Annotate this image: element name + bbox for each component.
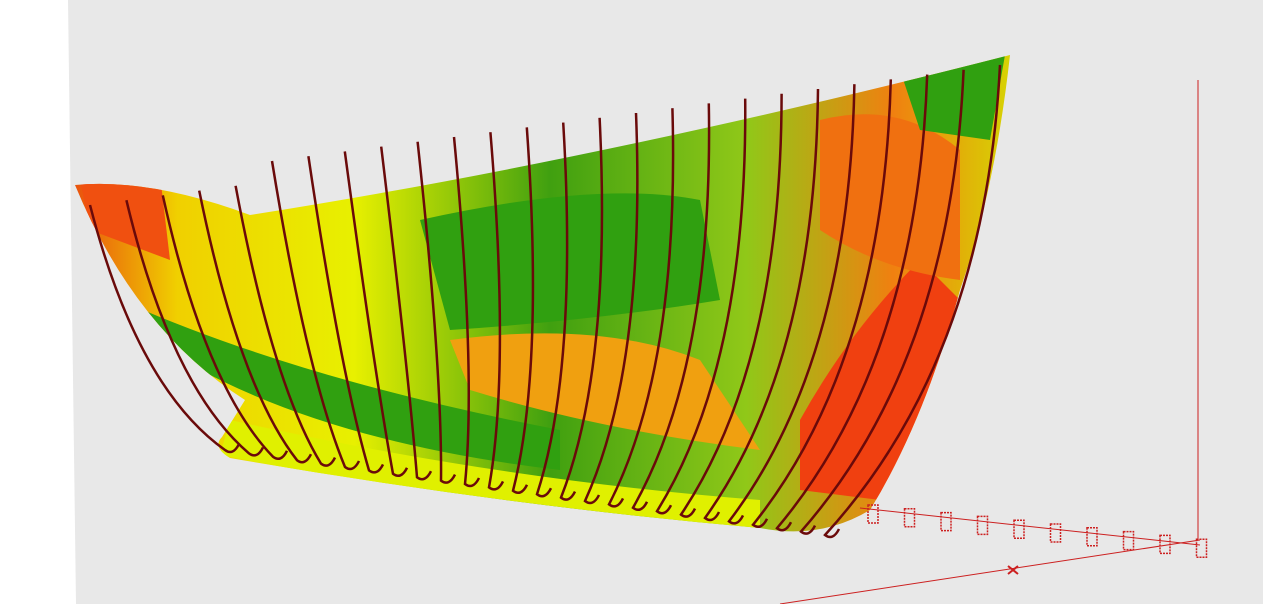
frame-line [751,79,893,529]
frame-line [823,64,1002,539]
hull-patch [820,114,960,281]
frame-line [631,103,711,512]
station-box [1195,538,1208,558]
frame-line [679,93,783,518]
frame-line [161,195,289,461]
station-box [1049,523,1062,543]
station-box [1013,519,1025,539]
frame-line [775,74,929,532]
guide-line [859,507,1201,546]
station-box [940,511,952,532]
frame-line [270,160,361,471]
frame-line [535,122,569,498]
guide-line [779,539,1201,604]
frame-line [607,108,675,508]
frame-line [727,84,856,525]
station-markers [867,504,1208,558]
frame-line [197,190,313,464]
frame-line [487,132,505,491]
frame-line [559,117,604,501]
hull-patch [120,300,560,470]
frame-line [511,127,535,495]
frame-line [799,69,965,535]
station-box [903,508,916,528]
frames [88,64,1002,539]
frame-line [234,185,337,467]
station-box [1122,530,1135,551]
frame-line [379,146,433,481]
frame-line [343,151,409,478]
hull-patch [80,175,170,260]
frame-line [452,136,481,488]
hull-patch [450,333,760,450]
frame-line [583,112,639,505]
frame-line [125,199,265,457]
origin-mark [1007,565,1019,575]
frame-line [88,204,241,454]
frame-line [703,88,820,522]
guides [779,80,1201,604]
station-box [1159,534,1171,555]
station-box [1086,527,1098,547]
frame-line [307,156,385,474]
hull-patch [420,193,720,330]
station-box [976,515,989,536]
frame-line [416,141,457,484]
station-box [867,504,879,524]
frame-line [655,98,747,515]
